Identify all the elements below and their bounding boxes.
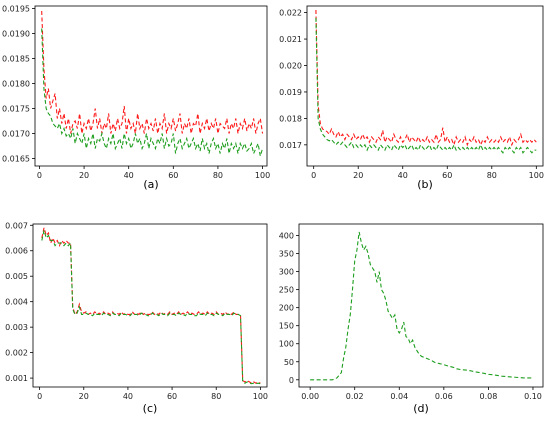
y-tick-label-d: 250 [279,286,294,295]
panel-a: 0 20 40 60 80 100 0.0165 0.0170 0.0175 0.0180 0.01… [2,5,270,192]
plot-frame-c [32,223,268,388]
y-tick-label-b: 0.019 [279,88,302,97]
panel-d: 0.00 0.02 0.04 0.06 0.08 0.10 0 50 100 150 200 250 3… [279,223,544,415]
y-tick-label-a: 0.0195 [2,5,30,14]
x-tick-label-d: 0.10 [524,392,542,401]
y-tick-label-d: 350 [279,250,294,259]
y-tick-label-d: 400 [279,232,294,241]
series-group-c [41,227,261,385]
x-tick-label-d: 0.02 [346,392,364,401]
x-tick-label-a: 0 [37,171,42,180]
y-tick-label-a: 0.0180 [2,80,30,89]
y-tick-label-b: 0.021 [279,35,302,44]
y-tick-label-b: 0.022 [279,9,302,18]
x-tick-label-c: 100 [253,392,268,401]
y-tick-label-c: 0.002 [5,349,28,358]
series-line-b-red [315,9,537,147]
series-line-d-green [310,231,533,381]
y-tick-label-b: 0.020 [279,62,302,71]
y-tick-label-d: 300 [279,268,294,277]
y-tick-label-d: 50 [284,358,294,367]
y-tick-label-d: 0 [289,376,294,385]
y-tick-label-c: 0.007 [5,221,28,230]
x-tick-label-b: 100 [529,171,544,180]
y-tick-label-a: 0.0185 [2,55,30,64]
panel-c: 0 20 40 60 80 100 0.001 0.002 0.003 0.004 0.005 0.0… [5,221,268,415]
series-line-a-red [41,10,264,134]
panel-label-c: (c) [143,402,158,415]
x-tick-label-c: 40 [123,392,133,401]
y-tick-label-c: 0.003 [5,323,28,332]
x-tick-label-b: 0 [311,171,316,180]
y-tick-label-c: 0.004 [5,298,28,307]
series-line-c-red [41,227,261,384]
x-tick-label-a: 40 [124,171,134,180]
x-tick-label-c: 60 [167,392,177,401]
x-tick-label-d: 0.06 [435,392,453,401]
y-tick-label-d: 100 [279,340,294,349]
x-tick-label-a: 60 [168,171,178,180]
x-tick-label-a: 80 [213,171,223,180]
y-tick-label-a: 0.0165 [2,155,30,164]
x-tick-label-d: 0.08 [480,392,498,401]
x-tick-label-a: 100 [255,171,270,180]
series-line-a-green [41,28,264,157]
y-tick-label-c: 0.006 [5,247,28,256]
x-tick-label-b: 80 [487,171,497,180]
y-tick-label-a: 0.0175 [2,105,30,114]
x-tick-label-c: 80 [211,392,221,401]
series-line-c-green [41,230,261,385]
x-tick-label-d: 0.04 [390,392,408,401]
plot-frame-b [306,5,544,167]
y-tick-label-b: 0.018 [279,114,302,123]
series-group-d [310,231,533,381]
plot-frame-d [298,223,544,388]
y-tick-label-a: 0.0190 [2,30,30,39]
y-tick-label-d: 150 [279,322,294,331]
y-tick-label-b: 0.017 [279,141,302,150]
series-group-b [315,9,537,154]
x-tick-label-c: 0 [37,392,42,401]
y-tick-label-c: 0.001 [5,374,28,383]
series-group-a [41,10,264,157]
panel-label-a: (a) [143,178,158,191]
x-tick-label-b: 20 [353,171,363,180]
x-tick-label-b: 60 [442,171,452,180]
series-line-b-green [315,17,537,154]
x-tick-label-c: 20 [79,392,89,401]
x-tick-label-b: 40 [398,171,408,180]
plot-frame-a [34,5,268,167]
y-tick-label-a: 0.0170 [2,130,30,139]
x-tick-label-d: 0.00 [301,392,319,401]
y-tick-label-c: 0.005 [5,272,28,281]
panel-label-b: (b) [417,178,433,191]
panel-b: 0 20 40 60 80 100 0.017 0.018 0.019 0.020 0.021 0.0… [279,5,544,191]
x-tick-label-a: 20 [79,171,89,180]
panel-label-d: (d) [413,402,429,415]
y-tick-label-d: 200 [279,304,294,313]
